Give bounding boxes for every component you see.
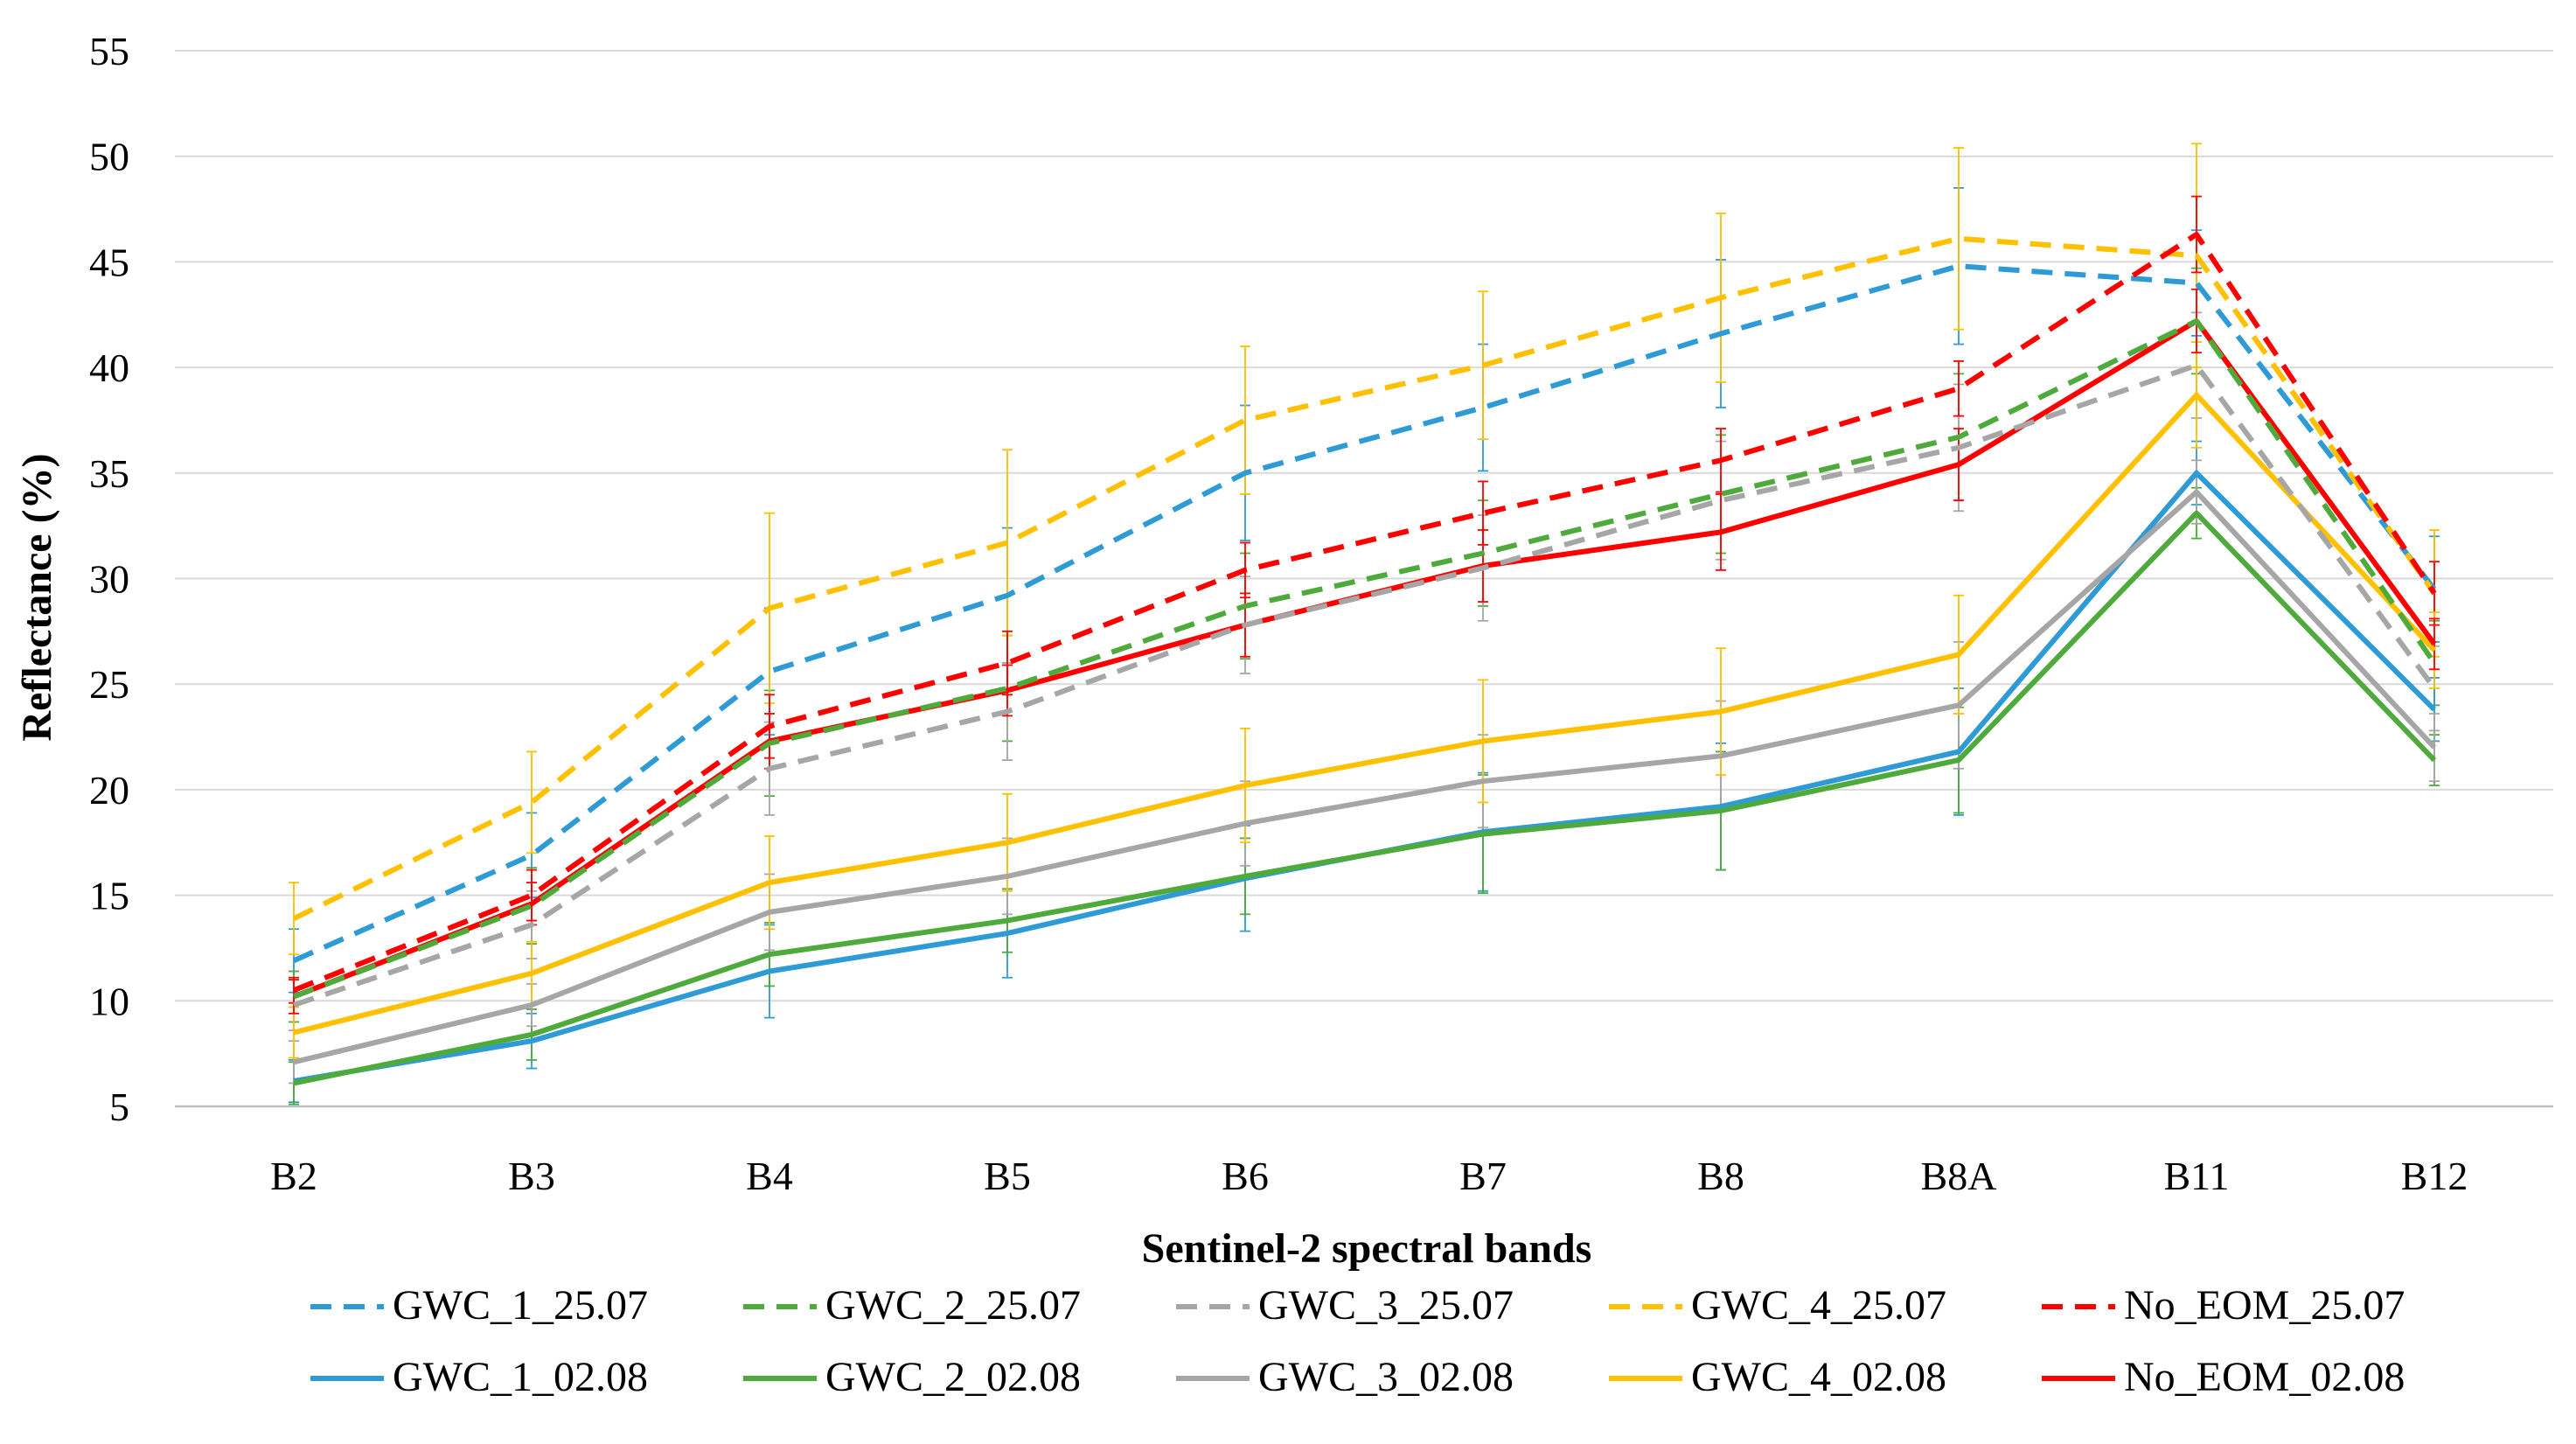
legend-label: GWC_1_25.07: [393, 1282, 648, 1329]
y-tick-label: 20: [89, 768, 129, 813]
x-tick-label: B2: [270, 1154, 317, 1198]
legend-label: GWC_1_02.08: [393, 1354, 648, 1400]
y-tick-label: 50: [89, 135, 129, 179]
series-line-gwc-4-02-08: [293, 392, 2437, 1036]
error-bars-gwc-4-25-07: [289, 143, 2440, 956]
x-tick-labels: B2 B3 B4 B5 B6 B7 B8 B8A B11 B12: [270, 1154, 2468, 1198]
error-bars-gwc-4-02-08: [289, 341, 2440, 1059]
legend-label: GWC_4_02.08: [1691, 1354, 1946, 1400]
x-tick-label: B3: [508, 1154, 555, 1198]
legend-item-gwc-1-25-07: GWC_1_25.07: [310, 1282, 648, 1329]
x-tick-label: B6: [1222, 1154, 1269, 1198]
y-tick-label: 35: [89, 451, 129, 496]
y-tick-label: 40: [89, 345, 129, 390]
legend-label: GWC_3_02.08: [1258, 1354, 1514, 1400]
series-line-no-eom-25-07: [292, 232, 2437, 993]
legend-item-gwc-3-25-07: GWC_3_25.07: [1176, 1282, 1514, 1329]
x-tick-label: B7: [1459, 1154, 1507, 1198]
x-tick-label: B12: [2401, 1154, 2468, 1198]
x-tick-label: B8A: [1921, 1154, 1997, 1198]
error-bars-gwc-3-02-08: [289, 459, 2440, 1085]
series-line-gwc-1-25-07: [292, 263, 2437, 964]
legend-item-gwc-3-02-08: GWC_3_02.08: [1176, 1354, 1514, 1400]
y-axis-title: Reflectance (%): [14, 453, 60, 741]
y-tick-label: 25: [89, 662, 129, 707]
error-bars-no-eom-02-08: [289, 288, 2440, 1015]
x-tick-label: B8: [1697, 1154, 1744, 1198]
legend-item-gwc-4-25-07: GWC_4_25.07: [1609, 1282, 1946, 1329]
legend: GWC_1_25.07 GWC_2_25.07 GWC_3_25.07 GWC_4_2…: [310, 1282, 2405, 1400]
x-tick-label: B5: [984, 1154, 1031, 1198]
series-line-gwc-3-02-08: [293, 489, 2437, 1065]
series-line-gwc-4-25-07: [292, 235, 2437, 921]
error-bars-gwc-2-25-07: [289, 267, 2440, 1023]
legend-item-no-eom-25-07: No_EOM_25.07: [2042, 1282, 2405, 1329]
error-bars-gwc-2-02-08: [289, 486, 2440, 1106]
series-lines: [292, 232, 2437, 1086]
legend-label: No_EOM_25.07: [2124, 1282, 2405, 1329]
series-line-gwc-2-25-07: [292, 318, 2437, 1000]
x-tick-label: B4: [746, 1154, 793, 1198]
error-bars-no-eom-25-07: [289, 195, 2440, 1004]
y-tick-label: 30: [89, 557, 129, 602]
legend-label: GWC_2_25.07: [825, 1282, 1081, 1329]
error-bars-gwc-3-25-07: [289, 311, 2440, 1031]
legend-item-gwc-2-25-07: GWC_2_25.07: [743, 1282, 1081, 1329]
legend-label: GWC_4_25.07: [1691, 1282, 1946, 1329]
series-line-gwc-2-02-08: [293, 510, 2437, 1086]
y-tick-label: 5: [109, 1085, 129, 1129]
legend-item-gwc-2-02-08: GWC_2_02.08: [743, 1354, 1081, 1400]
series-line-gwc-3-25-07: [293, 362, 2437, 1008]
legend-item-no-eom-02-08: No_EOM_02.08: [2042, 1354, 2405, 1400]
x-axis-title: Sentinel-2 spectral bands: [1142, 1225, 1592, 1272]
legend-item-gwc-4-02-08: GWC_4_02.08: [1609, 1354, 1946, 1400]
legend-label: GWC_3_25.07: [1258, 1282, 1514, 1329]
x-tick-label: B11: [2164, 1154, 2230, 1198]
y-tick-label: 45: [89, 240, 129, 284]
y-tick-label: 10: [89, 979, 129, 1023]
legend-label: GWC_2_02.08: [825, 1354, 1081, 1400]
y-tick-labels: 5 10 15 20 25 30 35 40 45 50 55: [89, 29, 129, 1129]
legend-item-gwc-1-02-08: GWC_1_02.08: [310, 1354, 648, 1400]
legend-label: No_EOM_02.08: [2124, 1354, 2405, 1400]
y-tick-label: 55: [89, 29, 129, 73]
gridlines: [175, 50, 2553, 1108]
y-tick-label: 15: [89, 874, 129, 918]
